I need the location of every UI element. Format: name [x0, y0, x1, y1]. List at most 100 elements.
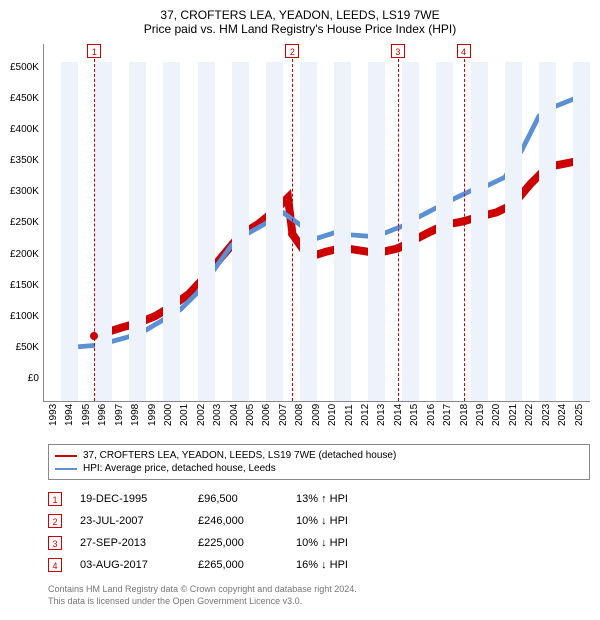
x-tick-label: 1994	[64, 404, 80, 436]
plot-area: 1 2 3 4	[43, 44, 590, 402]
transaction-row: 4 03-AUG-2017 £265,000 16% ↓ HPI	[48, 554, 590, 576]
x-tick-label: 2023	[541, 404, 557, 436]
x-tick-label: 2001	[179, 404, 195, 436]
tx-date: 03-AUG-2017	[80, 559, 180, 571]
legend-item: HPI: Average price, detached house, Leed…	[55, 462, 583, 475]
marker-point	[394, 244, 402, 252]
y-axis: £500K £450K £400K £350K £300K £250K £200K £150K…	[10, 44, 43, 384]
x-tick-label: 2008	[294, 404, 310, 436]
tx-price: £225,000	[198, 537, 278, 549]
y-tick-label: £400K	[10, 124, 39, 135]
x-tick-label: 2002	[196, 404, 212, 436]
y-tick-label: £200K	[10, 249, 39, 260]
y-tick-label: £450K	[10, 93, 39, 104]
legend-swatch	[55, 468, 77, 470]
marker-point	[460, 217, 468, 225]
year-band	[334, 62, 351, 401]
marker-line	[94, 44, 95, 401]
x-tick-label: 2014	[393, 404, 409, 436]
x-tick-label: 2011	[344, 404, 360, 436]
year-band	[198, 62, 215, 401]
x-tick-label: 1997	[114, 404, 130, 436]
tx-date: 27-SEP-2013	[80, 537, 180, 549]
x-tick-label: 2012	[360, 404, 376, 436]
y-tick-label: £50K	[16, 342, 39, 353]
x-tick-label: 2019	[475, 404, 491, 436]
year-band	[266, 62, 283, 401]
x-tick-label: 2006	[261, 404, 277, 436]
tx-diff: 10% ↓ HPI	[296, 537, 386, 549]
chart-title: 37, CROFTERS LEA, YEADON, LEEDS, LS19 7W…	[10, 8, 590, 22]
y-tick-label: £500K	[10, 62, 39, 73]
y-tick-label: £150K	[10, 280, 39, 291]
marker-point	[288, 230, 296, 238]
marker-line	[398, 44, 399, 401]
year-band	[163, 62, 180, 401]
plot-wrap: £500K £450K £400K £350K £300K £250K £200K £150K…	[10, 44, 590, 402]
transaction-row: 223-JUL-2007£246,00010% ↓ HPI	[48, 510, 590, 532]
marker-label: 4	[457, 44, 471, 58]
chart-container: 37, CROFTERS LEA, YEADON, LEEDS, LS19 7W…	[0, 0, 600, 617]
tx-price: £246,000	[198, 515, 278, 527]
tx-diff: 16% ↓ HPI	[296, 559, 386, 571]
year-band	[505, 62, 522, 401]
x-tick-label: 2013	[376, 404, 392, 436]
year-band	[539, 62, 556, 401]
y-tick-label: £250K	[10, 217, 39, 228]
transactions-table: 119-DEC-1995£96,50013% ↑ HPI223-JUL-2007…	[48, 488, 590, 576]
x-axis: 1993199419951996199719981999200020012002…	[48, 404, 590, 436]
legend-swatch	[55, 455, 77, 457]
year-band	[471, 62, 488, 401]
footer-line2: This data is licensed under the Open Gov…	[48, 596, 590, 608]
legend-item: 37, CROFTERS LEA, YEADON, LEEDS, LS19 7W…	[55, 449, 583, 462]
plot-inner: 1234	[44, 62, 590, 401]
y-tick-label: £0	[28, 373, 39, 384]
y-tick-label: £350K	[10, 155, 39, 166]
x-tick-label: 2017	[442, 404, 458, 436]
tx-number: 4	[48, 558, 62, 572]
x-tick-label: 2015	[409, 404, 425, 436]
x-tick-label: 1993	[48, 404, 64, 436]
marker-label: 2	[285, 44, 299, 58]
tx-price: £265,000	[198, 559, 278, 571]
x-tick-label: 2016	[426, 404, 442, 436]
year-band	[402, 62, 419, 401]
year-band	[129, 62, 146, 401]
legend-label: HPI: Average price, detached house, Leed…	[83, 463, 276, 474]
year-band	[95, 62, 112, 401]
x-tick-label: 1996	[97, 404, 113, 436]
year-band	[300, 62, 317, 401]
tx-diff: 10% ↓ HPI	[296, 515, 386, 527]
tx-date: 19-DEC-1995	[80, 493, 180, 505]
tx-date: 23-JUL-2007	[80, 515, 180, 527]
x-tick-label: 2004	[229, 404, 245, 436]
footer: Contains HM Land Registry data © Crown c…	[48, 584, 590, 607]
marker-label: 3	[391, 44, 405, 58]
x-tick-label: 1998	[130, 404, 146, 436]
x-tick-label: 2020	[491, 404, 507, 436]
marker-point	[90, 332, 98, 340]
chart-subtitle: Price paid vs. HM Land Registry's House …	[10, 22, 590, 36]
x-tick-label: 2005	[245, 404, 261, 436]
x-tick-label: 2025	[574, 404, 590, 436]
tx-price: £96,500	[198, 493, 278, 505]
x-tick-label: 2022	[524, 404, 540, 436]
y-tick-label: £100K	[10, 311, 39, 322]
x-tick-label: 2000	[163, 404, 179, 436]
x-tick-label: 2003	[212, 404, 228, 436]
x-tick-label: 1999	[147, 404, 163, 436]
y-tick-label: £300K	[10, 186, 39, 197]
legend: 37, CROFTERS LEA, YEADON, LEEDS, LS19 7W…	[48, 444, 590, 480]
footer-line1: Contains HM Land Registry data © Crown c…	[48, 584, 590, 596]
year-band	[61, 62, 78, 401]
tx-number: 3	[48, 536, 62, 550]
tx-number: 1	[48, 492, 62, 506]
marker-label: 1	[87, 44, 101, 58]
x-tick-label: 1995	[81, 404, 97, 436]
x-tick-label: 2018	[459, 404, 475, 436]
x-tick-label: 2024	[557, 404, 573, 436]
year-band	[232, 62, 249, 401]
x-tick-label: 2007	[278, 404, 294, 436]
marker-line	[292, 44, 293, 401]
year-band	[573, 62, 590, 401]
